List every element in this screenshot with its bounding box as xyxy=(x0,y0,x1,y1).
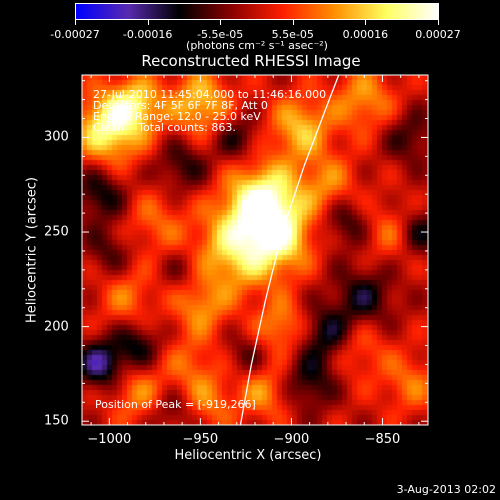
annotation-energy: Energy Range: 12.0 - 25.0 keV xyxy=(93,110,261,123)
colorbar-tick-label: -0.00027 xyxy=(50,28,100,41)
colorbar-tick-mark xyxy=(365,20,367,25)
peak-position-label: Position of Peak = [-919,266] xyxy=(95,398,256,411)
y-tick-label: 150 xyxy=(44,413,69,429)
colorbar xyxy=(75,3,439,20)
heatmap-image xyxy=(82,75,428,425)
x-tick-label: −900 xyxy=(273,432,310,447)
colorbar-tick-mark xyxy=(220,20,222,25)
colorbar-tick-label: 0.00027 xyxy=(415,28,461,41)
annotation-counts: Clean Total counts: 863. xyxy=(93,121,236,134)
date-stamp: 3-Aug-2013 02:02 xyxy=(396,483,496,496)
colorbar-tick-label: 5.5e-05 xyxy=(271,28,314,41)
y-axis-label: Heliocentric Y (arcsec) xyxy=(24,177,40,323)
y-tick-marks xyxy=(82,80,428,422)
chart-title: Reconstructed RHESSI Image xyxy=(141,52,361,70)
x-tick-label: −850 xyxy=(364,432,401,447)
y-tick-label: 300 xyxy=(44,129,69,145)
colorbar-tick-mark xyxy=(438,20,439,25)
colorbar-tick-label: -0.00016 xyxy=(122,28,173,41)
colorbar-tick-label: -5.5e-05 xyxy=(197,28,244,41)
colorbar-unit: (photons cm⁻² s⁻¹ asec⁻²) xyxy=(186,39,328,52)
x-axis-label: Heliocentric X (arcsec) xyxy=(174,448,322,463)
x-tick-label: −1000 xyxy=(87,432,132,447)
x-tick-marks xyxy=(90,75,420,425)
annotation-time: 27-Jul-2010 11:45:04.000 to 11:46:16.000 xyxy=(93,88,327,101)
y-tick-label: 200 xyxy=(44,319,69,335)
colorbar-tick-label: 0.00016 xyxy=(342,28,389,41)
y-tick-label: 250 xyxy=(44,224,69,240)
colorbar-tick-mark xyxy=(292,20,294,25)
colorbar-tick-mark xyxy=(147,20,149,25)
annotation-detectors: Detectors: 4F 5F 6F 7F 8F, Att 0 xyxy=(93,99,268,112)
solar-limb-curve xyxy=(239,74,340,426)
colorbar-tick-mark xyxy=(75,20,76,25)
x-tick-label: −950 xyxy=(182,432,219,447)
